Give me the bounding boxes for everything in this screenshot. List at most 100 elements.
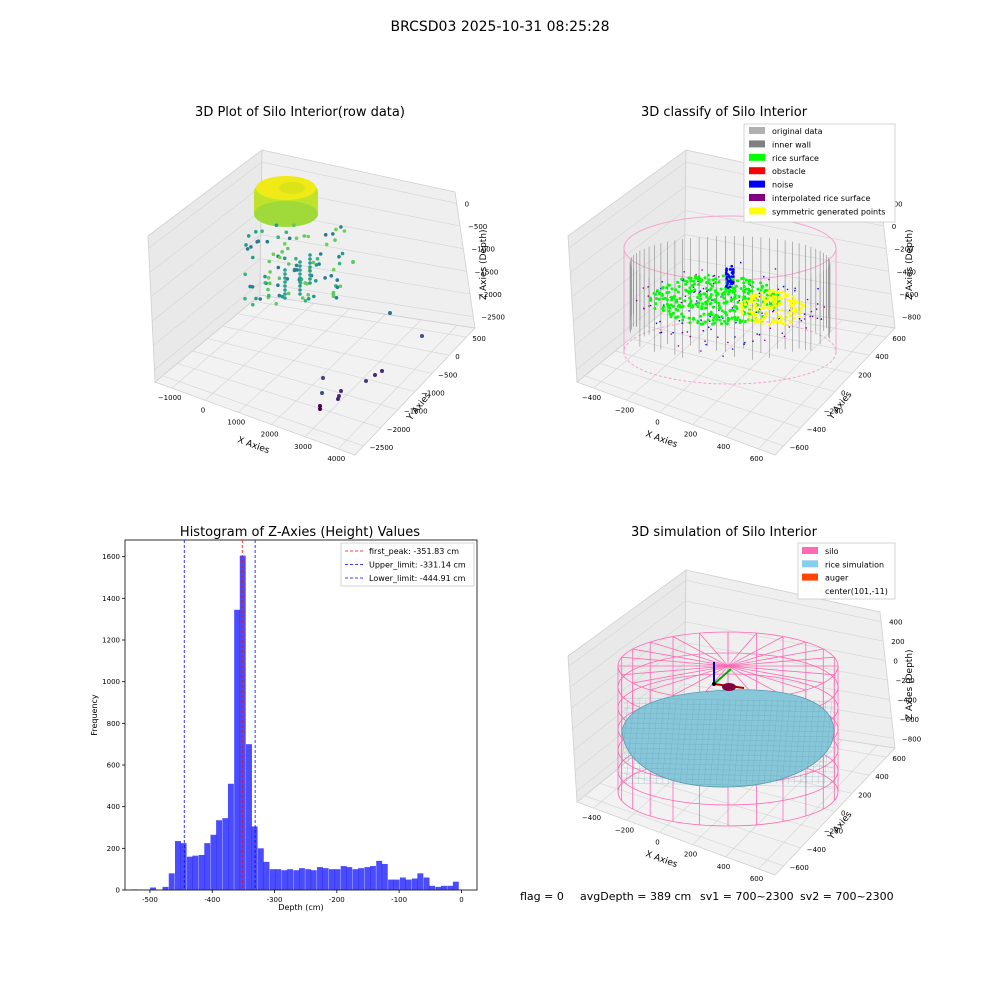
rice-surface-point xyxy=(671,311,675,315)
rice-surface-point xyxy=(706,281,710,285)
histogram-title: Histogram of Z-Axies (Height) Values xyxy=(180,525,420,540)
noise-point xyxy=(724,285,728,288)
noise-point xyxy=(648,305,650,307)
rice-surface-point xyxy=(707,278,711,282)
grid-line xyxy=(630,338,836,392)
noise-point xyxy=(731,348,734,350)
raw-point xyxy=(298,272,302,276)
rice-surface-point xyxy=(666,304,670,308)
legend-swatch xyxy=(802,573,818,581)
rice-surface-point xyxy=(730,316,734,320)
raw-point xyxy=(274,223,279,228)
x-tick-label: 0 xyxy=(459,896,463,904)
rice-mesh-line xyxy=(625,699,635,785)
symmetric-point xyxy=(774,310,778,314)
raw-point xyxy=(306,234,311,239)
grid-line xyxy=(645,325,853,374)
noise-point xyxy=(744,341,746,344)
rice-surface-point xyxy=(725,322,729,326)
raw-point xyxy=(298,288,302,292)
rice-surface-point xyxy=(692,316,695,320)
noise-point xyxy=(823,306,826,308)
simulation-3d-xlabel: X Axies xyxy=(644,849,679,870)
raw-point xyxy=(308,277,312,281)
raw-point xyxy=(263,281,268,285)
rice-mesh-line xyxy=(623,767,835,773)
legend-label: silo xyxy=(825,547,839,556)
raw-point xyxy=(331,290,336,295)
rice-mesh-line xyxy=(643,699,653,785)
raw-point xyxy=(298,260,302,264)
simulation-3d-title: 3D simulation of Silo Interior xyxy=(631,525,818,540)
raw-point xyxy=(283,296,287,300)
noise-point xyxy=(786,288,789,291)
histogram-bar xyxy=(411,878,418,890)
rice-mesh-line xyxy=(623,712,835,718)
z-tick-label: 0 xyxy=(893,658,897,666)
noise-point xyxy=(730,296,732,299)
raw-point xyxy=(303,298,308,303)
noise-point xyxy=(816,317,819,320)
histogram-bar xyxy=(131,889,138,891)
histogram-bar xyxy=(305,869,312,890)
symmetric-point xyxy=(743,302,747,306)
histogram-bar xyxy=(393,879,400,890)
rice-surface-point xyxy=(711,322,715,326)
rice-surface-point xyxy=(709,293,713,296)
rice-surface-point xyxy=(717,280,721,284)
raw-point xyxy=(265,239,270,244)
y-tick-label: 0 xyxy=(841,390,845,398)
raw-point xyxy=(298,284,302,288)
raw-point xyxy=(339,389,343,393)
rice-surface-point xyxy=(743,296,747,300)
rice-surface-point xyxy=(707,297,711,300)
rice-surface-point xyxy=(699,314,703,318)
raw-point xyxy=(333,238,337,242)
raw-point xyxy=(334,296,339,300)
silo-roof-strut xyxy=(727,636,784,667)
raw-point xyxy=(294,263,299,268)
z-tick-label: −800 xyxy=(902,314,921,322)
noise-point xyxy=(772,309,775,312)
rice-surface-point xyxy=(736,300,740,304)
grid-line xyxy=(148,161,457,249)
noise-point xyxy=(810,310,813,313)
raw-point xyxy=(302,234,307,238)
rice-mesh-line xyxy=(697,699,707,785)
symmetric-point xyxy=(780,317,784,321)
grid-line xyxy=(237,313,450,356)
symmetric-point xyxy=(777,321,781,325)
rice-surface-point xyxy=(716,292,720,296)
noise-point xyxy=(702,287,705,290)
noise-point xyxy=(725,269,728,272)
rice-surface-point xyxy=(654,292,657,296)
symmetric-point xyxy=(802,304,805,308)
rice-surface-point xyxy=(730,308,734,312)
silo-roof-strut xyxy=(632,665,729,684)
raw-point xyxy=(258,297,263,301)
rice-surface-point xyxy=(703,276,707,280)
raw-point xyxy=(323,233,328,237)
x-tick-label: 1000 xyxy=(227,418,245,426)
symmetric-point xyxy=(754,320,758,324)
rice-mesh-line xyxy=(623,772,835,778)
raw-point xyxy=(308,269,312,273)
histogram-bar xyxy=(210,834,217,890)
rice-mesh-line xyxy=(763,699,773,785)
symmetric-point xyxy=(790,309,794,313)
raw-point xyxy=(314,279,318,283)
rice-mesh-line xyxy=(811,699,821,785)
rice-surface-point xyxy=(703,306,707,310)
rice-mesh-line xyxy=(623,727,835,733)
raw-point xyxy=(318,404,322,408)
z-tick-label: 200 xyxy=(889,200,902,208)
rice-surface-point xyxy=(662,309,665,313)
grid-line xyxy=(153,258,471,346)
z-tick-label: 0 xyxy=(465,200,469,208)
rice-mesh-line xyxy=(623,742,835,748)
symmetric-point xyxy=(786,298,790,302)
noise-point xyxy=(788,309,791,312)
raw-point xyxy=(300,296,305,300)
rice-surface-point xyxy=(680,312,684,316)
rice-surface-point xyxy=(685,280,689,284)
